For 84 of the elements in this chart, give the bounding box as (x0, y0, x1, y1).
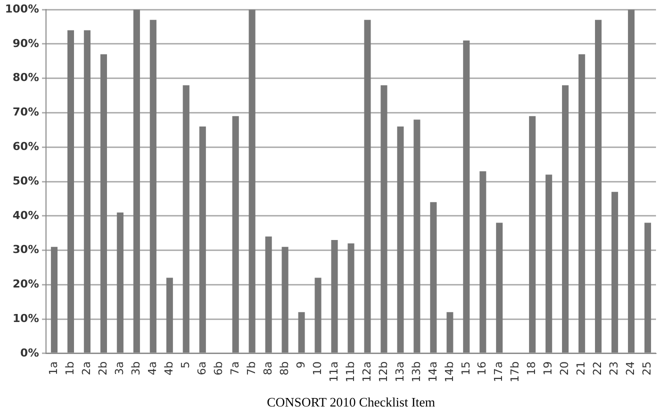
x-tick-label: 13b (410, 361, 423, 382)
x-tick-label: 17a (492, 361, 506, 382)
x-tick-label: 3a (113, 361, 126, 376)
x-tick-label: 21 (574, 361, 588, 376)
bar (611, 192, 618, 353)
bar (364, 20, 371, 353)
bar (265, 236, 272, 353)
bar (628, 10, 635, 353)
bar (50, 246, 58, 353)
y-tick-label: 90% (12, 36, 39, 50)
y-tick-label: 10% (12, 312, 39, 325)
y-tick-label: 80% (12, 71, 39, 84)
x-tick-label: 7b (244, 361, 258, 376)
y-tick-label: 60% (12, 140, 39, 153)
x-axis-title: CONSORT 2010 Checklist Item (266, 394, 436, 410)
y-tick-label: 30% (12, 243, 39, 256)
x-tick-label: 1a (47, 361, 60, 376)
bar (298, 312, 305, 353)
x-tick-label: 22 (591, 361, 604, 376)
x-tick-label: 11b (344, 361, 357, 382)
bar (496, 222, 503, 353)
bar (331, 240, 338, 353)
bar (67, 30, 74, 353)
x-tick-label: 4b (162, 361, 176, 376)
x-tick-label: 12b (376, 361, 390, 382)
x-tick-label: 1b (64, 361, 77, 376)
x-tick-label: 10 (310, 361, 324, 376)
bar (578, 54, 586, 353)
bar (546, 174, 552, 353)
x-tick-label: 8a (261, 361, 274, 376)
bar (100, 54, 107, 353)
bar (150, 20, 156, 353)
bar (644, 222, 652, 353)
bar (562, 85, 569, 353)
bar (380, 85, 388, 353)
bar (166, 278, 173, 353)
bar (248, 10, 256, 353)
x-tick-label: 15 (459, 361, 472, 376)
bar (282, 246, 288, 353)
x-tick-label: 6a (195, 361, 208, 376)
bar (414, 120, 420, 353)
x-tick-label: 13a (393, 361, 406, 382)
bar (182, 85, 190, 353)
x-tick-label: 12a (360, 361, 374, 382)
x-tick-label: 6b (212, 361, 225, 376)
x-tick-label: 9 (294, 361, 308, 368)
x-tick-label: 4a (146, 361, 160, 376)
x-tick-label: 5 (178, 361, 192, 368)
x-tick-label: 7a (228, 361, 242, 376)
y-tick-label: 70% (12, 106, 39, 119)
x-tick-label: 14b (442, 361, 456, 382)
x-tick-label: 8b (278, 361, 291, 376)
x-tick-label: 3b (130, 361, 143, 376)
x-tick-label: 2a (80, 361, 94, 376)
bar (430, 202, 437, 353)
x-tick-label: 14a (426, 361, 440, 382)
bar (463, 40, 470, 353)
bar (397, 126, 404, 353)
y-tick-label: 0% (20, 346, 39, 360)
bar (232, 116, 239, 353)
bar (314, 278, 322, 353)
x-tick-label: 16 (476, 361, 489, 376)
bar (446, 312, 454, 353)
y-tick-label: 20% (12, 278, 39, 291)
bar (199, 126, 206, 353)
x-tick-label: 25 (640, 361, 654, 376)
y-tick-label: 50% (12, 174, 39, 188)
bar (594, 20, 602, 353)
bar (133, 10, 140, 353)
bar (529, 116, 536, 353)
bar (84, 30, 90, 353)
y-tick-label: 40% (12, 208, 39, 222)
x-tick-label: 11a (327, 361, 340, 382)
x-tick-label: 17b (508, 361, 522, 382)
x-tick-label: 18 (525, 361, 538, 376)
x-tick-label: 20 (558, 361, 572, 376)
bar (348, 243, 354, 353)
x-tick-label: 19 (542, 361, 555, 376)
x-tick-label: 2b (96, 361, 110, 376)
x-tick-label: 24 (624, 361, 638, 376)
x-tick-label: 23 (608, 361, 621, 376)
bar (480, 171, 486, 353)
y-tick-label: 100% (5, 2, 39, 16)
bar (116, 212, 124, 353)
